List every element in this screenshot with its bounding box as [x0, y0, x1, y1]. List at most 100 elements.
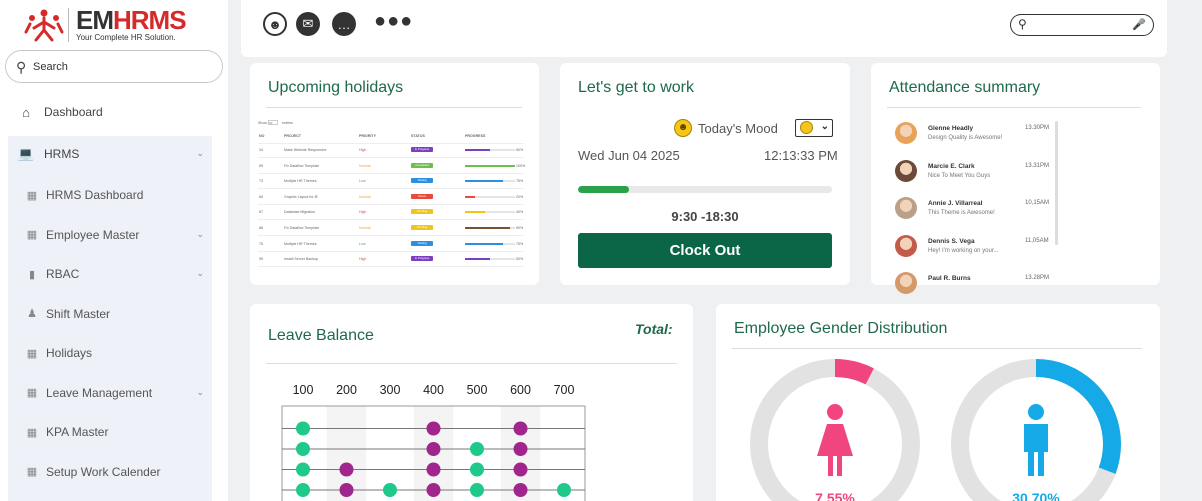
progress-fill	[465, 195, 475, 198]
data-point[interactable]	[296, 483, 310, 497]
data-point[interactable]	[296, 462, 310, 477]
list-item[interactable]: Marcie E. Clark Nice To Meet You Guys 13.3…	[895, 159, 1055, 194]
x-tick-label: 600	[510, 383, 531, 397]
sidebar-item-dashboard[interactable]: ⌂ Dashboard	[8, 94, 212, 130]
progress-fill	[465, 164, 515, 167]
current-date: Wed Jun 04 2025	[578, 148, 680, 163]
sidebar-subitem[interactable]: ▦ Holidays	[8, 335, 212, 371]
attendee-time: 13.31PM	[1025, 162, 1050, 169]
logo-mark-icon	[24, 9, 64, 42]
smile-icon: ☻	[674, 119, 692, 137]
chat-icon[interactable]: …	[332, 12, 356, 36]
brand-name-b: HRMS	[113, 5, 187, 35]
data-point[interactable]	[426, 462, 441, 477]
attendee-time: 13.28PM	[1025, 275, 1050, 281]
clock-out-button[interactable]: Clock Out	[578, 233, 832, 268]
data-point[interactable]	[383, 483, 397, 497]
donut-slice[interactable]	[750, 359, 920, 501]
sidebar-subitem[interactable]: ▦ KPA Master	[8, 414, 212, 450]
data-point[interactable]	[513, 483, 528, 497]
progress-bar	[465, 195, 515, 198]
sidebar-item-hrms[interactable]: 💻 HRMS ⌄	[8, 136, 212, 172]
data-point[interactable]	[426, 442, 441, 456]
brand-logo[interactable]: EMHRMS Your Complete HR Solution.	[22, 6, 212, 46]
female-icon	[817, 404, 853, 476]
mood-label: Today's Mood	[698, 121, 778, 136]
card-divider	[732, 348, 1142, 349]
data-point[interactable]	[470, 442, 484, 456]
attendance-scrollbar[interactable]	[1055, 121, 1058, 245]
sidebar-subitem[interactable]: ▮ RBAC ⌄	[8, 256, 212, 292]
show-label: Show	[258, 121, 267, 125]
row-no: 88	[259, 226, 263, 230]
list-item[interactable]: Glenne Headly Design Quality is Awesome! 1…	[895, 122, 1055, 156]
progress-fill	[465, 227, 510, 229]
col-progress: PROGRESS	[465, 134, 486, 138]
progress-bar	[465, 211, 515, 214]
attendee-message: Design Quality is Awesome!	[928, 135, 1003, 141]
status-badge: In Progress	[411, 147, 433, 152]
donut-slice[interactable]	[951, 359, 1121, 501]
row-no: 89	[259, 163, 263, 168]
sidebar-subitem[interactable]: ▦ Employee Master ⌄	[8, 217, 212, 253]
building-icon: ▦	[26, 426, 38, 439]
table-row: 65 Graphic Layout for IE Normal Issues 20%	[258, 190, 524, 205]
data-point[interactable]	[339, 462, 354, 477]
data-point[interactable]	[557, 483, 571, 497]
list-item[interactable]: Dennis S. Vega Hey! I'm working on your..…	[895, 234, 1055, 269]
status-badge: In Progress	[411, 256, 433, 262]
data-point[interactable]	[513, 421, 528, 436]
gender-card: Employee Gender Distribution 7.55% 30.70…	[716, 304, 1160, 501]
data-point[interactable]	[513, 442, 528, 456]
mail-icon[interactable]: ✉	[296, 12, 320, 36]
sidebar-subitem[interactable]: ♟ Shift Master	[8, 296, 212, 332]
list-item[interactable]: Annie J. Villarreal This Theme is Awesome…	[895, 197, 1055, 231]
sidebar-subitem-label: KPA Master	[46, 425, 109, 439]
row-progress-pct: 20%	[516, 194, 524, 199]
building-icon: ▦	[26, 387, 38, 399]
row-priority: High	[359, 148, 367, 152]
row-no: 73	[259, 179, 263, 184]
user-circle-icon[interactable]: ☻	[263, 12, 287, 36]
mood-select[interactable]: ⌄	[795, 119, 833, 137]
sidebar-search-label: Search	[33, 61, 68, 73]
data-point[interactable]	[296, 442, 310, 456]
sidebar-search[interactable]: ⚲ Search	[5, 50, 223, 83]
sidebar-subitem[interactable]: ▦ Leave Management ⌄	[8, 375, 212, 411]
status-badge: Pending	[411, 225, 433, 230]
chevron-down-icon: ⌄	[196, 148, 204, 158]
leave-card: Leave Balance Total: 100 200 300 400 500 600 7…	[250, 304, 693, 501]
data-point[interactable]	[296, 421, 310, 436]
data-point[interactable]	[426, 483, 441, 497]
data-point[interactable]	[470, 462, 484, 477]
row-priority: Normal	[359, 194, 371, 199]
col-priority: PRIORITY	[359, 134, 376, 138]
data-point[interactable]	[513, 462, 528, 477]
row-progress-pct: 50%	[516, 148, 524, 152]
table-row: 34 Make Website Responsive High In Progress…	[258, 143, 524, 158]
entries-select[interactable]: 10	[268, 120, 278, 125]
building-icon: ▦	[26, 229, 38, 241]
x-tick-label: 500	[466, 383, 488, 397]
data-point[interactable]	[470, 483, 484, 497]
row-no: 34	[259, 148, 263, 152]
sidebar-subitem-label: Holidays	[46, 346, 93, 360]
data-point[interactable]	[339, 483, 354, 497]
sidebar-subitem[interactable]: ▦ Setup Work Calender	[8, 454, 212, 490]
row-priority: High	[359, 210, 367, 215]
chevron-down-icon: ⌄	[820, 121, 829, 132]
sidebar-subitem-label: Shift Master	[46, 306, 111, 321]
more-icon[interactable]: ●●●	[374, 10, 414, 32]
table-row: 73 Multiple HR Themes Low Testing 75%	[258, 174, 524, 190]
sidebar-subitem[interactable]: ▦ HRMS Dashboard	[8, 177, 212, 213]
topbar-search-input[interactable]: ⚲ 🎤	[1010, 14, 1154, 36]
data-point[interactable]	[426, 421, 441, 436]
card-divider	[266, 363, 677, 364]
leave-title: Leave Balance	[268, 327, 374, 344]
list-item[interactable]: Paul R. Burns 13.28PM	[895, 272, 1055, 306]
attendee-time: 11,05AM	[1025, 237, 1049, 244]
attendee-name: Annie J. Villarreal	[928, 200, 983, 207]
attendee-time: 10,15AM	[1025, 200, 1050, 206]
attendee-name: Marcie E. Clark	[928, 162, 975, 170]
work-card: Let's get to work ☻ Today's Mood ⌄ Wed J…	[560, 63, 850, 285]
